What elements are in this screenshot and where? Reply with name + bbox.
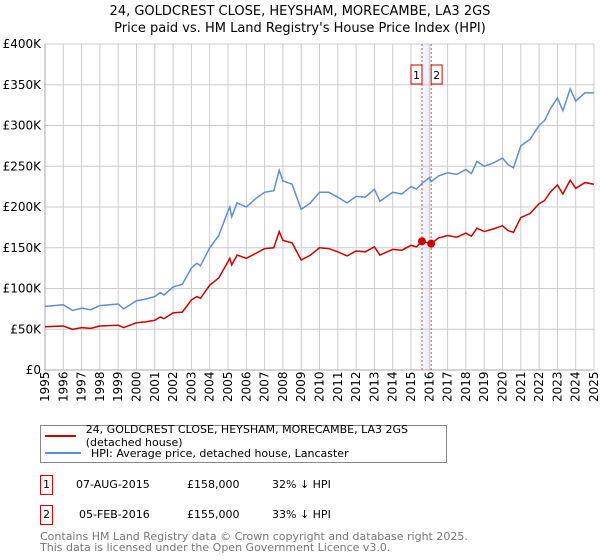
x-tick-label: 2001 bbox=[148, 371, 162, 402]
x-tick-label: 2013 bbox=[367, 371, 381, 402]
x-tick-label: 2003 bbox=[184, 371, 198, 402]
x-tick-label: 2016 bbox=[422, 371, 436, 402]
y-tick-label: £400K bbox=[3, 37, 43, 51]
x-tick-label: 1995 bbox=[38, 371, 52, 402]
sale-point bbox=[427, 239, 436, 248]
y-tick-label: £300K bbox=[3, 119, 43, 133]
x-tick-label: 2017 bbox=[441, 371, 455, 402]
sale-point bbox=[417, 237, 426, 246]
x-tick-label: 2010 bbox=[313, 371, 327, 402]
legend-label: HPI: Average price, detached house, Lanc… bbox=[91, 446, 349, 460]
x-tick-label: 2000 bbox=[130, 371, 144, 402]
transaction-diff: 32% ↓ HPI bbox=[272, 478, 331, 491]
x-tick-label: 1999 bbox=[111, 371, 125, 402]
sale-label: 1 bbox=[413, 69, 420, 82]
y-tick-label: £150K bbox=[3, 241, 43, 255]
y-tick-label: £200K bbox=[3, 200, 43, 214]
legend-label: 24, GOLDCREST CLOSE, HEYSHAM, MORECAMBE,… bbox=[85, 423, 408, 449]
sale-label: 2 bbox=[433, 69, 440, 82]
sale-label-box bbox=[430, 64, 443, 85]
transaction-diff: 33% ↓ HPI bbox=[272, 508, 331, 521]
transaction-badge: 2 bbox=[40, 505, 53, 525]
x-tick-label: 2008 bbox=[276, 371, 290, 402]
legend-item-property: 24, GOLDCREST CLOSE, HEYSHAM, MORECAMBE,… bbox=[45, 423, 446, 449]
chart-subtitle: Price paid vs. HM Land Registry's House … bbox=[114, 21, 486, 36]
x-tick-label: 2011 bbox=[331, 371, 345, 402]
x-tick-label: 2019 bbox=[477, 371, 491, 402]
price-chart: £0 £50K £100K £150K £200K £250K £300K £350K £400… bbox=[3, 37, 600, 402]
transaction-row: 2 05-FEB-2016 £155,000 33% ↓ HPI bbox=[40, 505, 440, 525]
x-tick-label: 2021 bbox=[514, 371, 528, 402]
y-tick-label: £50K bbox=[10, 322, 42, 336]
x-tick-label: 2025 bbox=[587, 371, 600, 402]
chart-title: 24, GOLDCREST CLOSE, HEYSHAM, MORECAMBE,… bbox=[109, 4, 491, 19]
x-tick-label: 2014 bbox=[386, 371, 400, 402]
footer: Contains HM Land Registry data © Crown c… bbox=[40, 531, 468, 553]
x-tick-label: 2006 bbox=[239, 371, 253, 402]
y-tick-label: £250K bbox=[3, 159, 43, 173]
x-tick-label: 1997 bbox=[75, 371, 89, 402]
legend-swatch-blue bbox=[45, 452, 81, 454]
transaction-badge: 1 bbox=[40, 475, 53, 495]
series-line bbox=[44, 178, 595, 331]
transaction-row: 1 07-AUG-2015 £158,000 32% ↓ HPI bbox=[40, 475, 440, 495]
footer-line: Contains HM Land Registry data © Crown c… bbox=[40, 530, 468, 543]
x-tick-label: 1998 bbox=[93, 371, 107, 402]
x-tick-label: 2009 bbox=[294, 371, 308, 402]
footer-line: This data is licensed under the Open Gov… bbox=[40, 541, 391, 554]
x-tick-label: 2018 bbox=[459, 371, 473, 402]
x-tick-label: 2002 bbox=[166, 371, 180, 402]
sale-label-box bbox=[410, 64, 423, 85]
transaction-date: 07-AUG-2015 bbox=[76, 478, 150, 491]
x-tick-label: 2023 bbox=[550, 371, 564, 402]
legend: 24, GOLDCREST CLOSE, HEYSHAM, MORECAMBE,… bbox=[40, 423, 447, 463]
x-tick-label: 2012 bbox=[349, 371, 363, 402]
transaction-date: 05-FEB-2016 bbox=[79, 508, 150, 521]
x-tick-label: 2024 bbox=[569, 371, 583, 402]
x-tick-label: 2004 bbox=[203, 371, 217, 402]
x-tick-label: 2005 bbox=[221, 371, 235, 402]
transaction-price: £155,000 bbox=[187, 508, 240, 521]
x-tick-label: 2022 bbox=[532, 371, 546, 402]
x-tick-label: 2015 bbox=[404, 371, 418, 402]
y-tick-label: £100K bbox=[3, 282, 43, 296]
x-tick-label: 2007 bbox=[258, 371, 272, 402]
legend-item-hpi: HPI: Average price, detached house, Lanc… bbox=[45, 446, 349, 460]
x-tick-label: 1996 bbox=[56, 371, 70, 402]
y-tick-label: £350K bbox=[3, 78, 43, 92]
legend-swatch-red bbox=[45, 435, 76, 437]
transaction-price: £158,000 bbox=[187, 478, 240, 491]
series-line bbox=[44, 86, 594, 312]
x-tick-label: 2020 bbox=[496, 371, 510, 402]
y-tick-label: £0 bbox=[26, 363, 41, 377]
